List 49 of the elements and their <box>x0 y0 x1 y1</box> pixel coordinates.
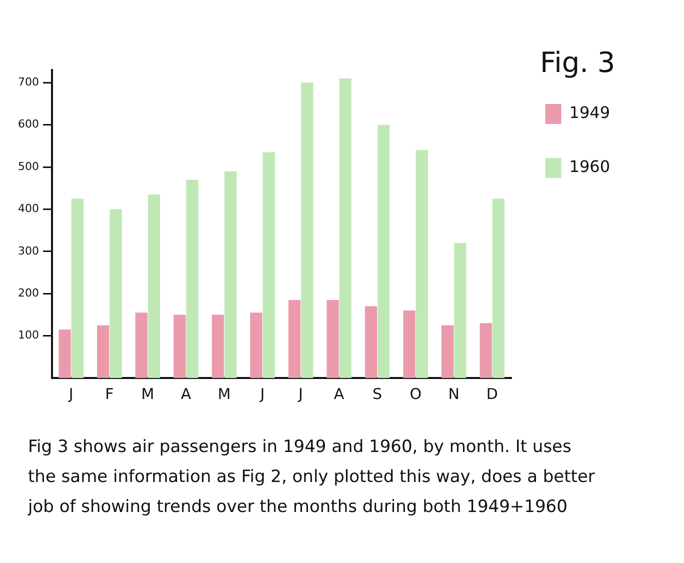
bar <box>403 310 416 378</box>
bar <box>339 78 352 378</box>
bar <box>174 314 186 378</box>
x-tick-label: J <box>68 384 74 403</box>
caption: Fig 3 shows air passengers in 1949 and 1960, by month. It uses <box>28 436 572 459</box>
x-tick-label: S <box>372 384 382 403</box>
x-tick-label: F <box>105 384 114 403</box>
bar <box>71 198 84 378</box>
x-tick-label: A <box>180 384 192 403</box>
text: Fig. 3 <box>540 46 616 79</box>
x-tick-label: M <box>141 384 154 403</box>
y-tick-label: 300 <box>18 244 39 258</box>
bar <box>492 198 505 378</box>
x-tick-label: N <box>448 384 460 403</box>
y-tick-label: 500 <box>18 160 39 173</box>
legend-label: 1949 <box>569 103 610 122</box>
legend-label: 1960 <box>569 157 610 176</box>
text: the same information as Fig 2, only plotted this way, does a better <box>28 466 596 489</box>
bar <box>301 82 314 378</box>
bar <box>97 325 110 378</box>
bar <box>135 312 148 378</box>
y-tick-label: 700 <box>18 76 39 89</box>
y-tick-label: 400 <box>18 202 39 216</box>
bar <box>416 150 428 378</box>
bar <box>212 314 224 378</box>
bar <box>262 152 275 378</box>
y-tick-label: 200 <box>18 286 39 300</box>
x-tick-label: O <box>410 384 422 403</box>
y-tick-label: 600 <box>18 118 39 131</box>
text: job of showing trends over the months during both 1949+1960 <box>28 496 568 519</box>
bar <box>480 323 492 378</box>
bar <box>441 325 454 378</box>
y-tick-label: 100 <box>18 328 39 342</box>
bar <box>288 300 301 378</box>
bar <box>186 180 198 378</box>
x-tick-label: J <box>259 384 265 403</box>
x-tick-label: J <box>298 384 303 403</box>
x-tick-label: D <box>486 384 498 403</box>
bar <box>58 329 71 378</box>
bar <box>110 209 122 378</box>
x-tick-label: A <box>334 384 345 403</box>
bar <box>454 242 466 378</box>
bar <box>364 306 378 378</box>
bar <box>148 194 160 378</box>
bar <box>224 171 237 378</box>
bar <box>326 300 339 378</box>
x-tick-label: M <box>218 384 231 403</box>
bar <box>378 124 390 378</box>
bar <box>250 312 262 378</box>
